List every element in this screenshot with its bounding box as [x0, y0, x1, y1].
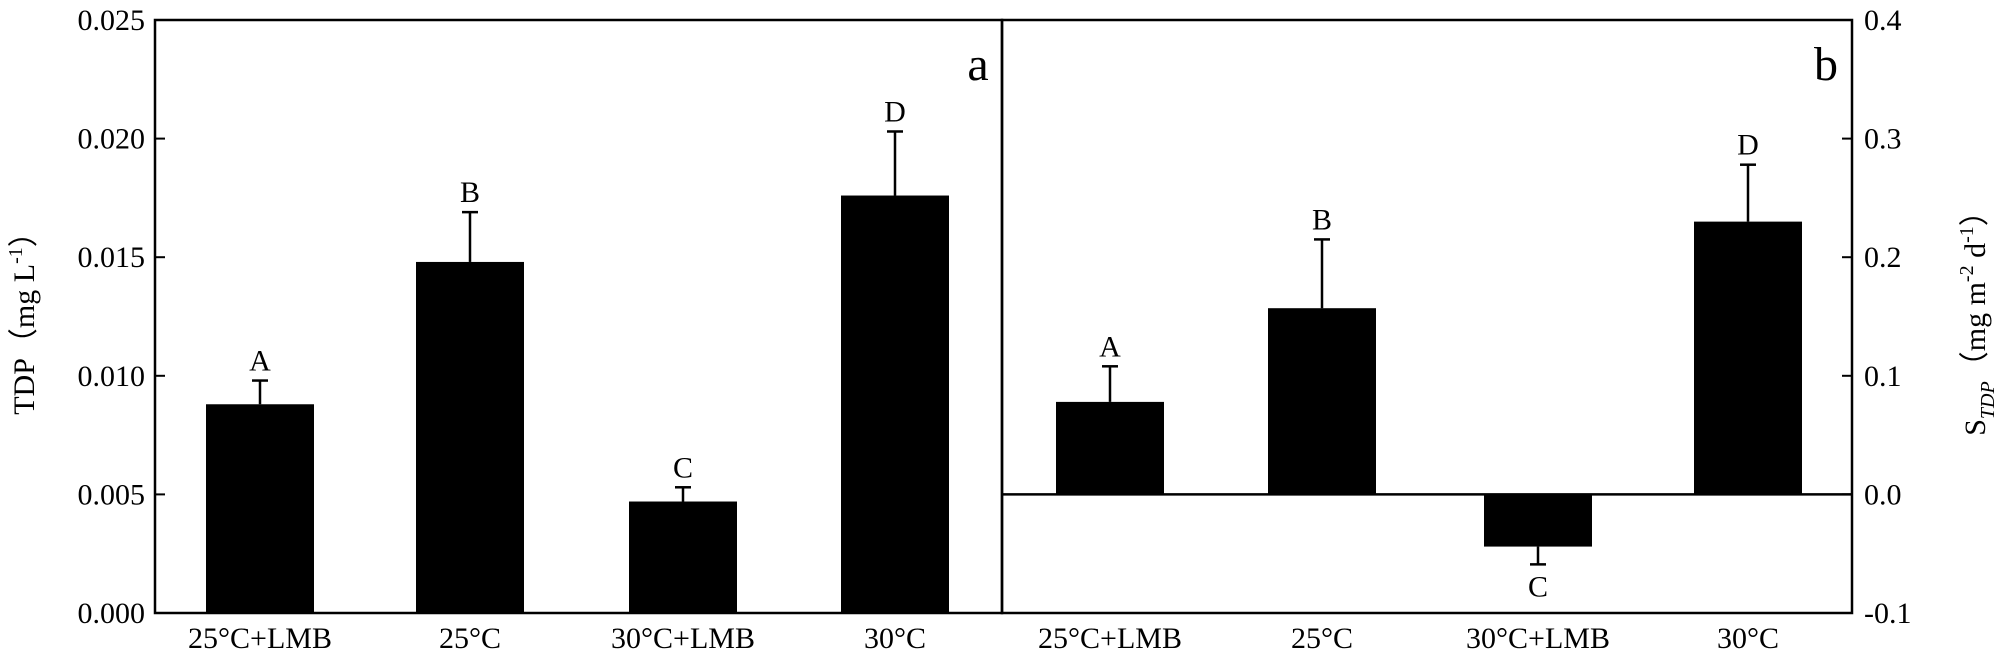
significance-letter: A — [1099, 330, 1121, 363]
panel-a-ylabel-unit-post: ） — [8, 217, 41, 247]
panel-b-ylabel-unit-post: ） — [1959, 196, 1992, 226]
x-category-label: 25°C — [1291, 622, 1353, 655]
panel-a-y-ticks: 0.000 0.005 0.010 0.015 0.020 0.025 — [78, 4, 165, 630]
panel-a: 0.000 0.005 0.010 0.015 0.020 0.025 A B C D 25°C… — [5, 4, 1004, 655]
y-tick-label: 0.005 — [78, 478, 146, 511]
panel-b-ylabel-unit-sup1: -2 — [1956, 265, 1978, 282]
y-tick-label: -0.1 — [1864, 597, 1912, 630]
y-tick-label: 0.1 — [1864, 360, 1902, 393]
y-tick-label: 0.0 — [1864, 478, 1902, 511]
bar — [629, 501, 737, 613]
x-category-label: 25°C+LMB — [188, 622, 332, 655]
bar — [416, 261, 524, 613]
panel-b-ylabel-unit-pre: （mg m — [1959, 282, 1992, 381]
bar — [1484, 494, 1592, 547]
bar — [1268, 308, 1376, 495]
panel-a-ylabel-main: TDP — [8, 358, 41, 415]
significance-letter: D — [1737, 129, 1759, 162]
y-tick-label: 0.000 — [78, 597, 146, 630]
panel-b-ylabel-unit-sup2: -1 — [1956, 226, 1978, 243]
x-category-label: 25°C — [439, 622, 501, 655]
panel-a-ylabel-unit-sup: -1 — [5, 247, 27, 264]
x-category-label: 30°C — [1717, 622, 1779, 655]
bar — [1056, 401, 1164, 495]
significance-letter: A — [249, 345, 271, 378]
y-tick-label: 0.3 — [1864, 123, 1902, 156]
panel-b-ylabel-sub: TDP — [1977, 381, 1999, 419]
y-tick-label: 0.015 — [78, 241, 146, 274]
panel-b-label: b — [1814, 38, 1838, 91]
panel-b-bars: A B C D — [1056, 129, 1802, 603]
significance-letter: D — [884, 95, 906, 128]
bar — [206, 404, 314, 613]
significance-letter: C — [673, 451, 693, 484]
significance-letter: C — [1528, 570, 1548, 603]
panel-b-y-ticks: -0.1 0.0 0.1 0.2 0.3 0.4 — [1842, 4, 1912, 630]
y-tick-label: 0.010 — [78, 360, 146, 393]
panel-a-y-axis-label: TDP（mg L-1） — [5, 217, 41, 415]
y-tick-label: 0.4 — [1864, 4, 1902, 37]
panel-b-ylabel-main: S — [1959, 419, 1992, 436]
panel-b-y-axis-label: STDP（mg m-2 d-1） — [1956, 196, 1999, 436]
x-category-label: 25°C+LMB — [1038, 622, 1182, 655]
y-tick-label: 0.025 — [78, 4, 146, 37]
panel-b-x-categories: 25°C+LMB 25°C 30°C+LMB 30°C — [1038, 622, 1779, 655]
panel-a-label: a — [967, 38, 988, 91]
bar — [1694, 221, 1802, 495]
panel-b-ylabel-unit-mid: d — [1959, 243, 1992, 266]
panel-a-x-categories: 25°C+LMB 25°C 30°C+LMB 30°C — [188, 622, 926, 655]
y-tick-label: 0.2 — [1864, 241, 1902, 274]
significance-letter: B — [1312, 203, 1332, 236]
x-category-label: 30°C+LMB — [611, 622, 755, 655]
x-category-label: 30°C+LMB — [1466, 622, 1610, 655]
x-category-label: 30°C — [864, 622, 926, 655]
y-tick-label: 0.020 — [78, 123, 146, 156]
panel-a-bars: A B C D — [206, 95, 949, 613]
significance-letter: B — [460, 176, 480, 209]
bar — [841, 195, 949, 613]
panel-b: -0.1 0.0 0.1 0.2 0.3 0.4 A B C D 25°C+LMB 25°C 30°… — [1000, 4, 1999, 655]
panel-b-frame — [1000, 18, 1854, 615]
panel-a-ylabel-unit-pre: （mg L — [8, 264, 41, 358]
